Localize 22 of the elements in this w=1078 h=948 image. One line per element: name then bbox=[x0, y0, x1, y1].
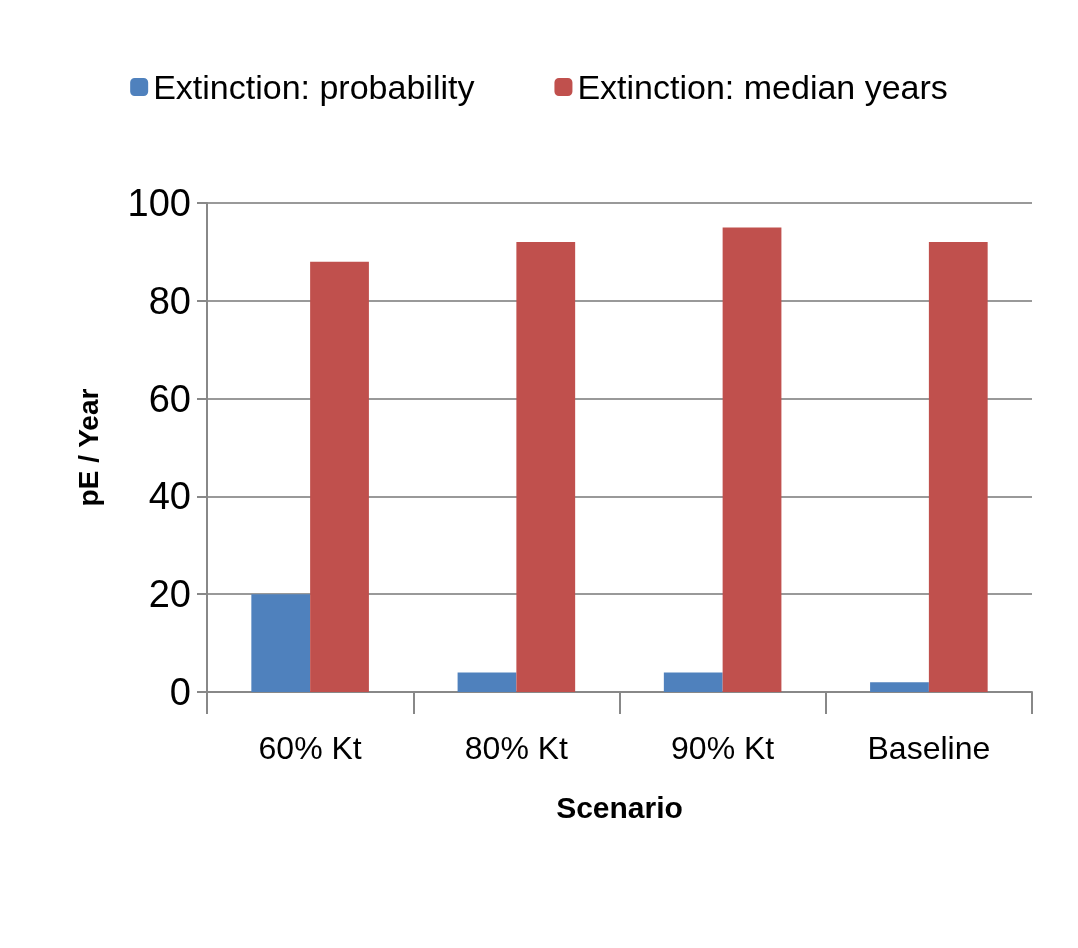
y-axis-title: pE / Year bbox=[72, 388, 104, 507]
y-tick-label: 0 bbox=[169, 671, 191, 713]
bar bbox=[722, 227, 782, 692]
x-tick-label: 90% Kt bbox=[671, 730, 775, 766]
bar bbox=[870, 682, 929, 692]
bar bbox=[928, 242, 988, 692]
bar bbox=[516, 242, 576, 692]
bar bbox=[310, 261, 369, 692]
legend-label: Extinction: median years bbox=[577, 68, 948, 106]
x-tick-label: 60% Kt bbox=[258, 730, 362, 766]
bar bbox=[251, 594, 311, 692]
bar bbox=[663, 672, 723, 692]
legend-label: Extinction: probability bbox=[153, 68, 475, 106]
y-tick-label: 40 bbox=[148, 475, 191, 518]
bar bbox=[457, 672, 517, 692]
y-tick-label: 100 bbox=[127, 182, 191, 224]
x-axis-title: Scenario bbox=[556, 790, 683, 824]
x-tick-label: 80% Kt bbox=[464, 730, 569, 766]
y-tick-label: 80 bbox=[148, 279, 191, 322]
y-tick-label: 20 bbox=[148, 573, 191, 616]
x-tick-label: Baseline bbox=[867, 730, 991, 766]
y-tick-label: 60 bbox=[148, 377, 191, 420]
